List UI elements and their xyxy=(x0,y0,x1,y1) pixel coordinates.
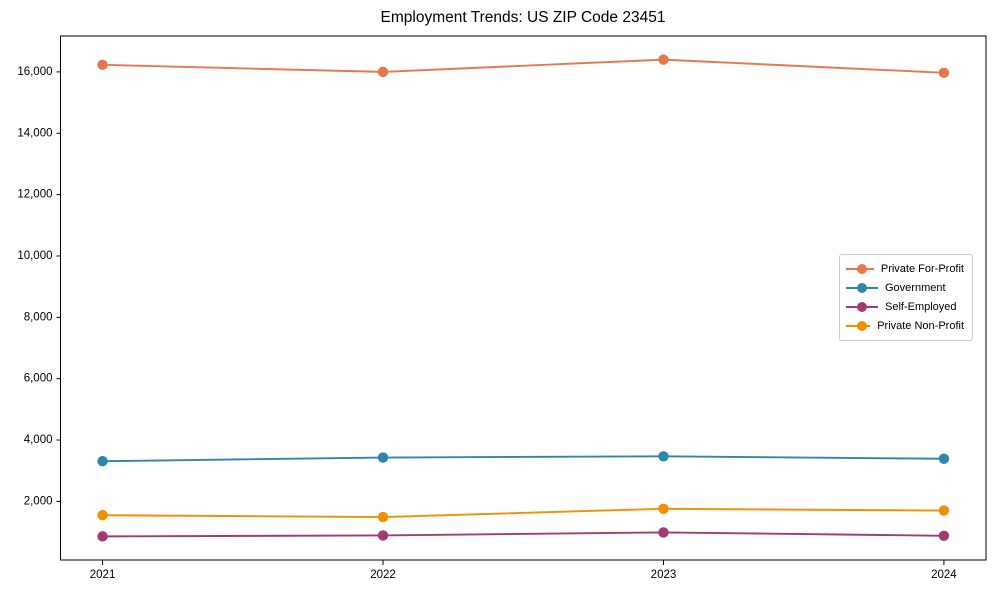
data-point-private-non-profit xyxy=(658,503,669,514)
legend-label: Self-Employed xyxy=(885,300,957,313)
data-point-private-for-profit xyxy=(97,59,108,71)
legend-sample-dot xyxy=(857,320,867,331)
legend-label: Government xyxy=(885,282,946,295)
data-point-private-for-profit xyxy=(938,67,950,79)
legend-sample-dot xyxy=(857,264,867,275)
legend-label: Private Non-Profit xyxy=(877,319,964,332)
data-point-private-non-profit xyxy=(377,511,389,523)
plot-frame xyxy=(60,35,987,561)
chart-title: Employment Trends: US ZIP Code 23451 xyxy=(380,9,666,26)
data-point-self-employed xyxy=(938,530,950,541)
series-line-private-non-profit xyxy=(102,507,944,518)
legend-marker-icon xyxy=(846,264,874,275)
y-tick-label: 16,000 xyxy=(17,66,52,78)
data-point-government xyxy=(938,453,950,464)
x-tick-label: 2024 xyxy=(931,569,957,581)
y-tick-label: 6,000 xyxy=(24,373,53,385)
legend-marker-icon xyxy=(846,283,878,294)
legend-item-private-for-profit: Private For-Profit xyxy=(846,260,964,279)
data-point-self-employed xyxy=(377,530,389,541)
legend-item-private-non-profit: Private Non-Profit xyxy=(846,316,964,335)
legend-item-government: Government xyxy=(846,279,964,298)
data-point-government xyxy=(658,451,669,462)
data-point-private-non-profit xyxy=(938,505,950,516)
data-point-private-for-profit xyxy=(377,66,389,78)
y-tick-label: 14,000 xyxy=(17,127,52,139)
series-line-government xyxy=(102,455,944,463)
y-tick-label: 2,000 xyxy=(24,495,53,507)
data-point-private-for-profit xyxy=(658,54,669,65)
x-tick-label: 2023 xyxy=(651,569,677,581)
y-tick-label: 4,000 xyxy=(24,434,53,446)
legend-marker-icon xyxy=(846,320,871,331)
legend-label: Private For-Profit xyxy=(880,263,964,276)
data-point-self-employed xyxy=(658,527,669,538)
y-tick-label: 12,000 xyxy=(17,189,52,201)
legend-item-self-employed: Self-Employed xyxy=(846,298,964,317)
data-point-government xyxy=(377,452,389,463)
data-point-private-non-profit xyxy=(97,510,108,521)
series-line-private-for-profit xyxy=(102,58,944,74)
y-tick-label: 8,000 xyxy=(24,311,53,323)
x-tick-label: 2022 xyxy=(370,569,396,581)
legend-sample-dot xyxy=(857,283,867,294)
x-tick-label: 2021 xyxy=(90,569,116,581)
legend-marker-icon xyxy=(846,301,878,312)
legend-sample-dot xyxy=(857,301,867,312)
series-line-self-employed xyxy=(102,531,944,538)
data-point-government xyxy=(97,456,108,467)
legend: Private For-Profit Government Self-Employe… xyxy=(839,254,973,341)
data-point-self-employed xyxy=(97,531,108,542)
y-tick-label: 10,000 xyxy=(17,250,52,262)
